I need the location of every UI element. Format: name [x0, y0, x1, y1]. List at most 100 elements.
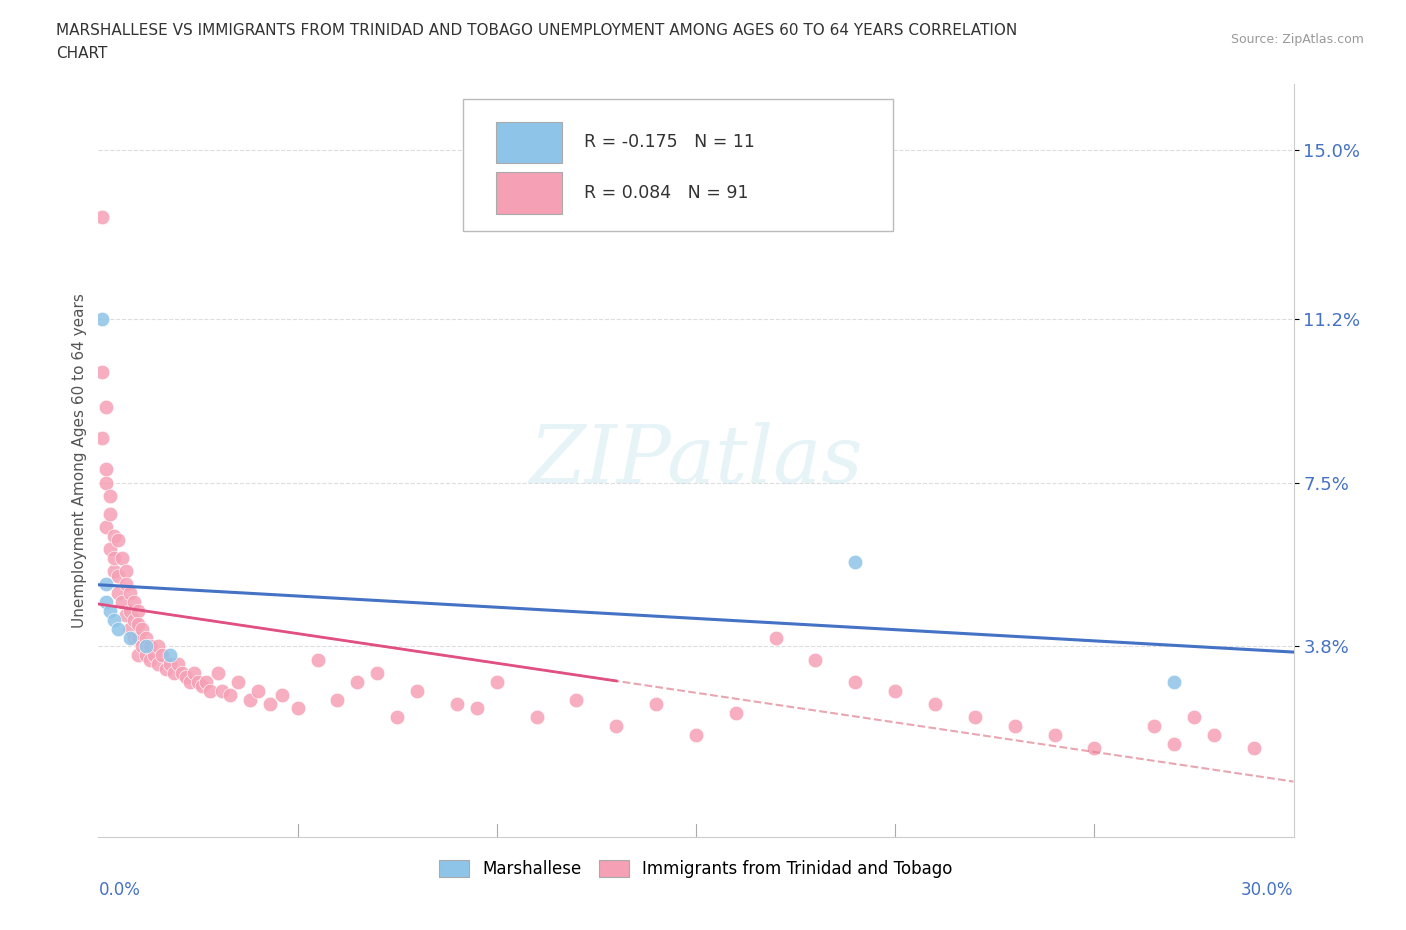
Point: [179, 674, 201, 689]
Point: [246, 684, 269, 698]
Point: [98, 488, 122, 503]
Point: [844, 555, 866, 570]
Bar: [496, 172, 562, 214]
Point: [111, 551, 134, 565]
Point: [131, 639, 153, 654]
Point: [485, 674, 508, 689]
Point: [1163, 737, 1185, 751]
Legend: Marshallese, Immigrants from Trinidad and Tobago: Marshallese, Immigrants from Trinidad an…: [433, 854, 959, 885]
Point: [1043, 727, 1066, 742]
Point: [96, 475, 118, 490]
Point: [884, 684, 907, 698]
Point: [127, 648, 149, 663]
Point: [96, 594, 118, 609]
Point: [107, 621, 129, 636]
Point: [1182, 710, 1205, 724]
Point: [211, 684, 233, 698]
Text: ZIPatlas: ZIPatlas: [529, 421, 863, 499]
Point: [366, 666, 388, 681]
Point: [163, 666, 186, 681]
Point: [107, 586, 129, 601]
Point: [1163, 674, 1185, 689]
Point: [187, 674, 209, 689]
Point: [159, 657, 181, 671]
Point: [148, 639, 170, 654]
Point: [135, 648, 157, 663]
Point: [526, 710, 548, 724]
Point: [107, 533, 129, 548]
Point: [148, 657, 170, 671]
Point: [103, 613, 125, 628]
Point: [270, 688, 292, 703]
Point: [167, 657, 190, 671]
Point: [307, 652, 329, 667]
Point: [207, 666, 229, 681]
Point: [465, 701, 488, 716]
Point: [115, 564, 138, 578]
Point: [645, 697, 668, 711]
Point: [115, 608, 138, 623]
Point: [406, 684, 429, 698]
Point: [143, 648, 166, 663]
Text: Source: ZipAtlas.com: Source: ZipAtlas.com: [1230, 33, 1364, 46]
Point: [326, 692, 349, 707]
Point: [127, 604, 149, 618]
Point: [107, 568, 129, 583]
Point: [103, 551, 125, 565]
Point: [1143, 719, 1166, 734]
Point: [287, 701, 309, 716]
Point: [565, 692, 588, 707]
Point: [963, 710, 986, 724]
Point: [139, 652, 162, 667]
Point: [724, 706, 747, 721]
Point: [924, 697, 946, 711]
Point: [127, 617, 149, 631]
Point: [1083, 741, 1105, 756]
Text: R = 0.084   N = 91: R = 0.084 N = 91: [583, 184, 748, 202]
Point: [1004, 719, 1026, 734]
Point: [91, 209, 114, 224]
Point: [98, 604, 122, 618]
Point: [103, 564, 125, 578]
Point: [183, 666, 205, 681]
Point: [239, 692, 262, 707]
Point: [120, 631, 142, 645]
Point: [804, 652, 827, 667]
Point: [91, 365, 114, 379]
Point: [446, 697, 468, 711]
Point: [96, 400, 118, 415]
Point: [124, 594, 146, 609]
Point: [150, 648, 173, 663]
FancyBboxPatch shape: [463, 99, 893, 231]
Point: [98, 506, 122, 521]
Point: [135, 639, 157, 654]
Text: CHART: CHART: [56, 46, 108, 61]
Point: [198, 684, 221, 698]
Point: [103, 528, 125, 543]
Point: [226, 674, 249, 689]
Point: [91, 312, 114, 326]
Point: [124, 613, 146, 628]
Point: [685, 727, 707, 742]
Text: 30.0%: 30.0%: [1241, 882, 1294, 899]
Point: [172, 666, 194, 681]
Point: [1243, 741, 1265, 756]
Point: [174, 670, 197, 684]
Point: [96, 462, 118, 477]
Point: [115, 577, 138, 591]
Point: [124, 631, 146, 645]
Point: [191, 679, 214, 694]
Point: [96, 577, 118, 591]
Point: [259, 697, 281, 711]
Point: [159, 648, 181, 663]
Point: [111, 594, 134, 609]
Text: MARSHALLESE VS IMMIGRANTS FROM TRINIDAD AND TOBAGO UNEMPLOYMENT AMONG AGES 60 TO: MARSHALLESE VS IMMIGRANTS FROM TRINIDAD …: [56, 23, 1018, 38]
Point: [127, 631, 149, 645]
Point: [139, 639, 162, 654]
Point: [96, 519, 118, 534]
Point: [844, 674, 866, 689]
Point: [346, 674, 368, 689]
Point: [135, 631, 157, 645]
Point: [155, 661, 177, 676]
Point: [765, 631, 787, 645]
